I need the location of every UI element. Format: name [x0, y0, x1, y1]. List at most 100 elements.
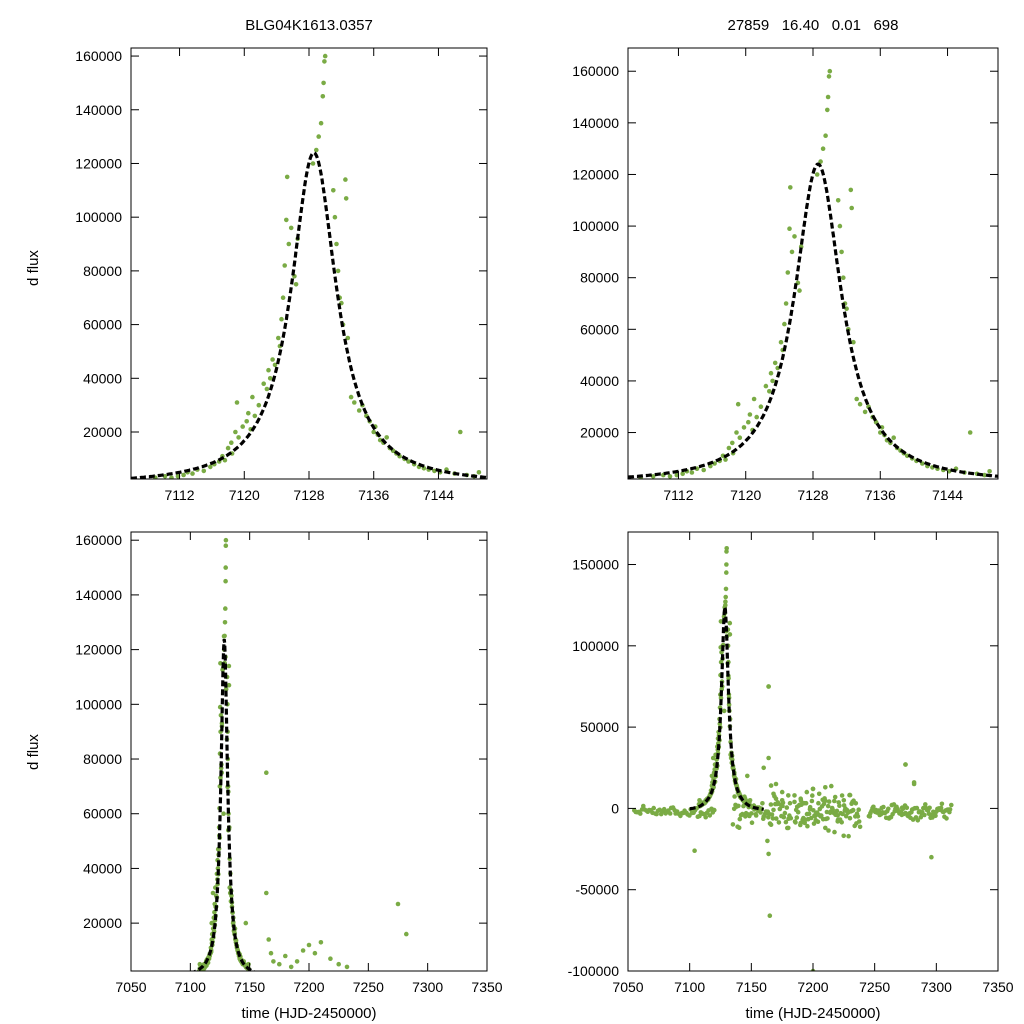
data-point [786, 793, 791, 798]
y-tick-label: 100000 [75, 696, 122, 712]
data-point [987, 469, 992, 474]
y-tick-label: 80000 [83, 263, 122, 279]
data-point [288, 964, 294, 970]
data-point [229, 893, 234, 899]
panel-top-left: 7112 7120 7128 7136 7144 20000 40000 60000 80000… [75, 47, 488, 503]
data-point [879, 425, 885, 430]
data-point [310, 161, 316, 166]
data-point [344, 964, 350, 970]
data-point [751, 396, 757, 402]
data-point [839, 249, 844, 255]
data-point [266, 937, 272, 942]
data-point [201, 468, 207, 474]
data-point [841, 833, 846, 839]
data-point [862, 409, 868, 415]
data-point [876, 808, 881, 813]
data-point [835, 819, 840, 824]
data-point [837, 223, 843, 229]
data-point [336, 961, 342, 967]
data-point [749, 820, 755, 825]
x-tick-label: 7200 [293, 979, 324, 995]
data-point [223, 543, 229, 548]
x-tick-label: 7128 [797, 487, 828, 503]
y-tick-label: 50000 [580, 719, 619, 735]
data-point [723, 594, 728, 600]
x-tick-label: 7112 [164, 487, 194, 503]
data-point [835, 198, 841, 203]
data-point [777, 806, 783, 812]
data-point [795, 809, 801, 815]
x-tick-label: 7120 [229, 487, 260, 503]
data-point [279, 316, 284, 322]
data-point [234, 400, 240, 405]
data-point [788, 185, 793, 190]
data-point [927, 805, 932, 811]
data-point [476, 470, 482, 475]
data-point [723, 599, 728, 604]
data-point [807, 804, 813, 810]
data-point [328, 956, 333, 961]
x-tick-label: 7300 [921, 979, 952, 995]
data-point [848, 187, 854, 193]
data-point [853, 801, 859, 806]
data-point [871, 804, 876, 810]
y-tick-label: 160000 [75, 532, 122, 548]
data-point [779, 789, 785, 795]
y-tick-label: 40000 [83, 370, 122, 386]
data-point [641, 803, 646, 809]
observation-points [638, 68, 992, 479]
data-point [223, 606, 228, 611]
y-tick-label: -100000 [568, 963, 620, 979]
data-point [252, 413, 258, 419]
data-point [819, 813, 824, 818]
data-point [792, 234, 797, 239]
data-point [857, 824, 863, 830]
data-point [915, 818, 921, 823]
data-point [774, 816, 779, 821]
data-point [218, 661, 223, 666]
x-tick-label: 7350 [471, 979, 502, 995]
data-point [697, 813, 702, 819]
data-point [904, 805, 910, 810]
data-point [343, 177, 348, 182]
data-point [923, 802, 928, 807]
data-point [763, 383, 769, 389]
data-point [900, 806, 906, 812]
data-point [947, 807, 953, 812]
data-point [785, 270, 791, 275]
data-point [730, 822, 736, 827]
data-point [783, 819, 789, 825]
data-point [944, 816, 949, 821]
data-point [768, 783, 774, 788]
data-point [732, 794, 737, 799]
data-point [837, 803, 842, 808]
data-point [847, 792, 853, 798]
data-point [856, 819, 862, 824]
data-point [805, 823, 810, 829]
data-point [266, 367, 271, 373]
data-point [181, 472, 186, 478]
data-point [331, 188, 336, 193]
data-point [226, 682, 232, 688]
y-tick-label: 100000 [572, 218, 619, 234]
data-point [758, 404, 764, 410]
data-point [825, 816, 830, 821]
data-point [709, 773, 715, 779]
data-point [190, 471, 195, 476]
ylabel-top: d flux [25, 250, 42, 286]
panel-title-left: BLG04K1613.0357 [245, 17, 373, 34]
data-point [270, 357, 275, 362]
x-tick-label: 7350 [982, 979, 1013, 995]
data-point [772, 360, 778, 366]
data-point [352, 400, 357, 405]
data-point [240, 424, 245, 429]
xlabel-bottom-right: time (HJD-2450000) [745, 1005, 880, 1022]
x-tick-label: 7144 [423, 487, 454, 503]
observation-points [632, 546, 954, 971]
data-point [793, 820, 798, 825]
data-point [783, 301, 789, 306]
y-tick-label: 100000 [572, 638, 619, 654]
data-point [857, 401, 863, 407]
data-point [332, 214, 338, 220]
data-point [209, 920, 214, 926]
